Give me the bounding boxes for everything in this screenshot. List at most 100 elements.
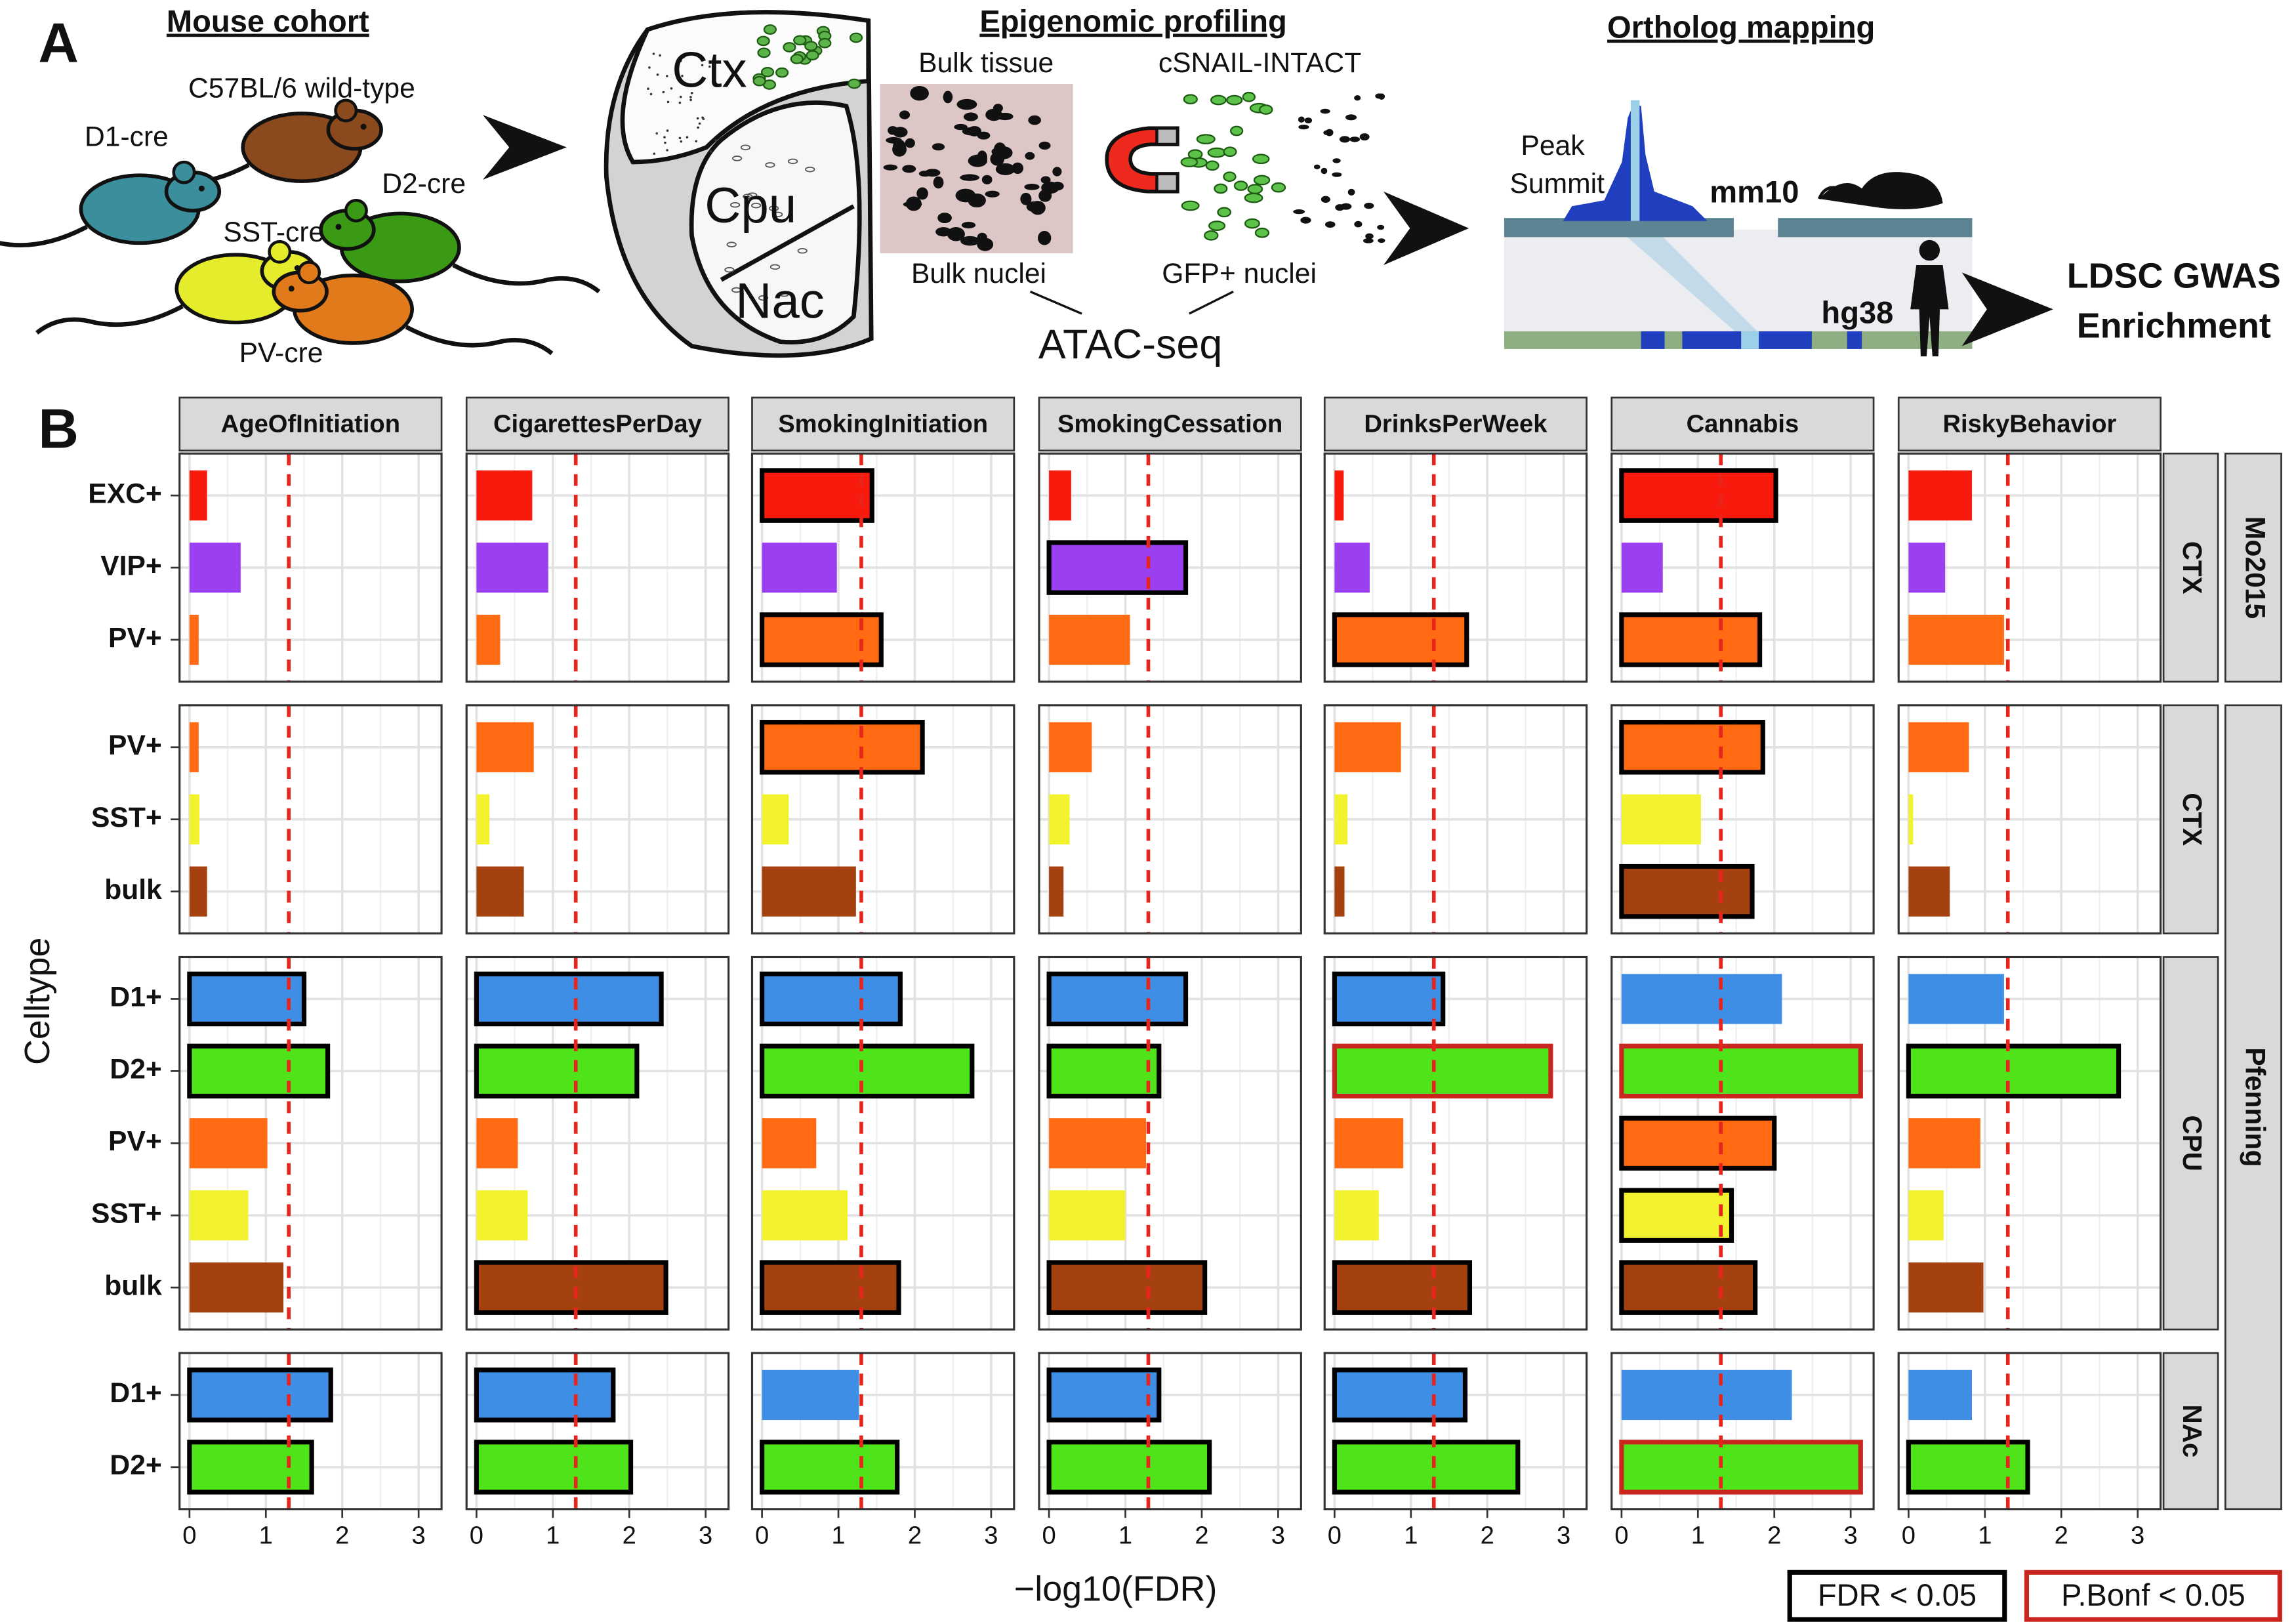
bar	[189, 1190, 249, 1241]
bar	[760, 468, 874, 523]
nucleus	[981, 175, 993, 184]
bar	[1332, 1367, 1468, 1423]
facet-strip-label: SmokingCessation	[1057, 410, 1282, 438]
bar	[1908, 866, 1950, 917]
panel-border	[1610, 704, 1875, 935]
speck	[765, 162, 775, 168]
nucleus	[1378, 93, 1385, 100]
panel-border	[1323, 1352, 1588, 1510]
legend-box	[1787, 1570, 2007, 1622]
nucleus	[1025, 152, 1035, 160]
panel-border	[1897, 1352, 2162, 1510]
nucleus	[1038, 141, 1051, 150]
faceted-bar-chart: AgeOfInitiation CigarettesPerDay SmokingIn…	[88, 396, 2282, 1622]
nucleus	[943, 91, 953, 104]
bar	[476, 1118, 518, 1169]
speck	[649, 93, 653, 96]
bar	[1046, 540, 1189, 595]
panel-border	[465, 704, 730, 935]
nucleus	[985, 190, 1000, 198]
nucleus	[1345, 114, 1357, 121]
facet-strip	[751, 396, 1015, 452]
mouse-ear	[268, 239, 292, 264]
y-tick-label: bulk	[104, 1270, 162, 1301]
panel-border	[1610, 1352, 1875, 1510]
bar	[760, 612, 884, 667]
nucleus	[910, 86, 929, 101]
speck	[682, 56, 686, 58]
nucleus	[1340, 203, 1352, 210]
y-tick-label: SST+	[91, 1198, 162, 1230]
speck	[666, 100, 670, 104]
nucleus	[963, 112, 978, 121]
bar	[474, 1043, 640, 1099]
speck	[687, 52, 690, 56]
speck	[647, 87, 649, 90]
y-tick-label: D2+	[110, 1054, 161, 1085]
bar	[474, 1260, 668, 1315]
facet-strip-label: SmokingInitiation	[778, 410, 988, 438]
nucleus	[956, 98, 977, 110]
facet-strip	[1897, 396, 2162, 452]
gfp-nucleus	[1223, 171, 1237, 182]
nucleus	[985, 108, 1002, 121]
dataset-strip-label: Pfenning	[2240, 1047, 2271, 1167]
nucleus	[1332, 158, 1341, 163]
facet-strip	[465, 396, 729, 452]
nucleus	[1377, 224, 1385, 230]
region-strip-label: CTX	[2177, 793, 2207, 846]
label: Summit	[1510, 168, 1605, 199]
speck	[662, 91, 665, 94]
strain-label: PV-cre	[239, 337, 323, 369]
region-strip-label: CPU	[2177, 1115, 2207, 1171]
y-tick-label: PV+	[108, 1126, 162, 1157]
gfp-nucleus	[1259, 104, 1273, 115]
bar	[1619, 1440, 1863, 1495]
mouse-tail	[35, 304, 184, 335]
mouse-tail	[452, 263, 601, 294]
x-tick-label: 0	[755, 1522, 769, 1550]
speck	[670, 87, 673, 90]
panel-border	[1323, 452, 1588, 683]
speck	[787, 158, 798, 165]
gfp-nucleus	[1226, 94, 1243, 106]
x-tick-label: 1	[1404, 1522, 1418, 1550]
nucleus	[1300, 217, 1311, 224]
panel-border	[1323, 704, 1588, 935]
bar	[476, 542, 548, 593]
facet-strip-label: AgeOfInitiation	[221, 410, 400, 438]
bar	[1332, 1440, 1521, 1495]
nucleus	[1052, 167, 1062, 177]
mouse-ear	[344, 199, 368, 222]
nucleus	[916, 187, 928, 200]
speck	[656, 73, 659, 76]
bar	[1908, 1262, 1984, 1313]
y-tick-label: D1+	[110, 1377, 161, 1409]
speck	[689, 96, 692, 98]
legend-label: FDR < 0.05	[1818, 1577, 1977, 1612]
bar	[189, 1118, 268, 1169]
speck	[679, 60, 682, 62]
gfp-nucleus	[1233, 180, 1248, 191]
panel-border	[1038, 704, 1302, 935]
x-tick-label: 3	[1271, 1522, 1285, 1550]
nucleus	[977, 232, 987, 242]
bar	[1332, 1260, 1473, 1315]
bar	[760, 971, 903, 1027]
nucleus	[1040, 176, 1051, 184]
mouse-eye	[198, 185, 205, 192]
nucleus	[954, 123, 968, 131]
nuclei	[1180, 91, 1385, 243]
y-tick-label: SST+	[91, 802, 162, 833]
bar	[189, 794, 199, 844]
bar	[1334, 722, 1401, 772]
y-axis-label: Celltype	[18, 938, 57, 1065]
nucleus	[937, 213, 952, 224]
mouse-cohort-illustration	[0, 98, 601, 356]
region-label: Ctx	[672, 42, 747, 98]
bar	[187, 1367, 333, 1423]
bar	[1046, 971, 1189, 1027]
bar	[187, 1440, 314, 1495]
speck	[751, 202, 762, 209]
